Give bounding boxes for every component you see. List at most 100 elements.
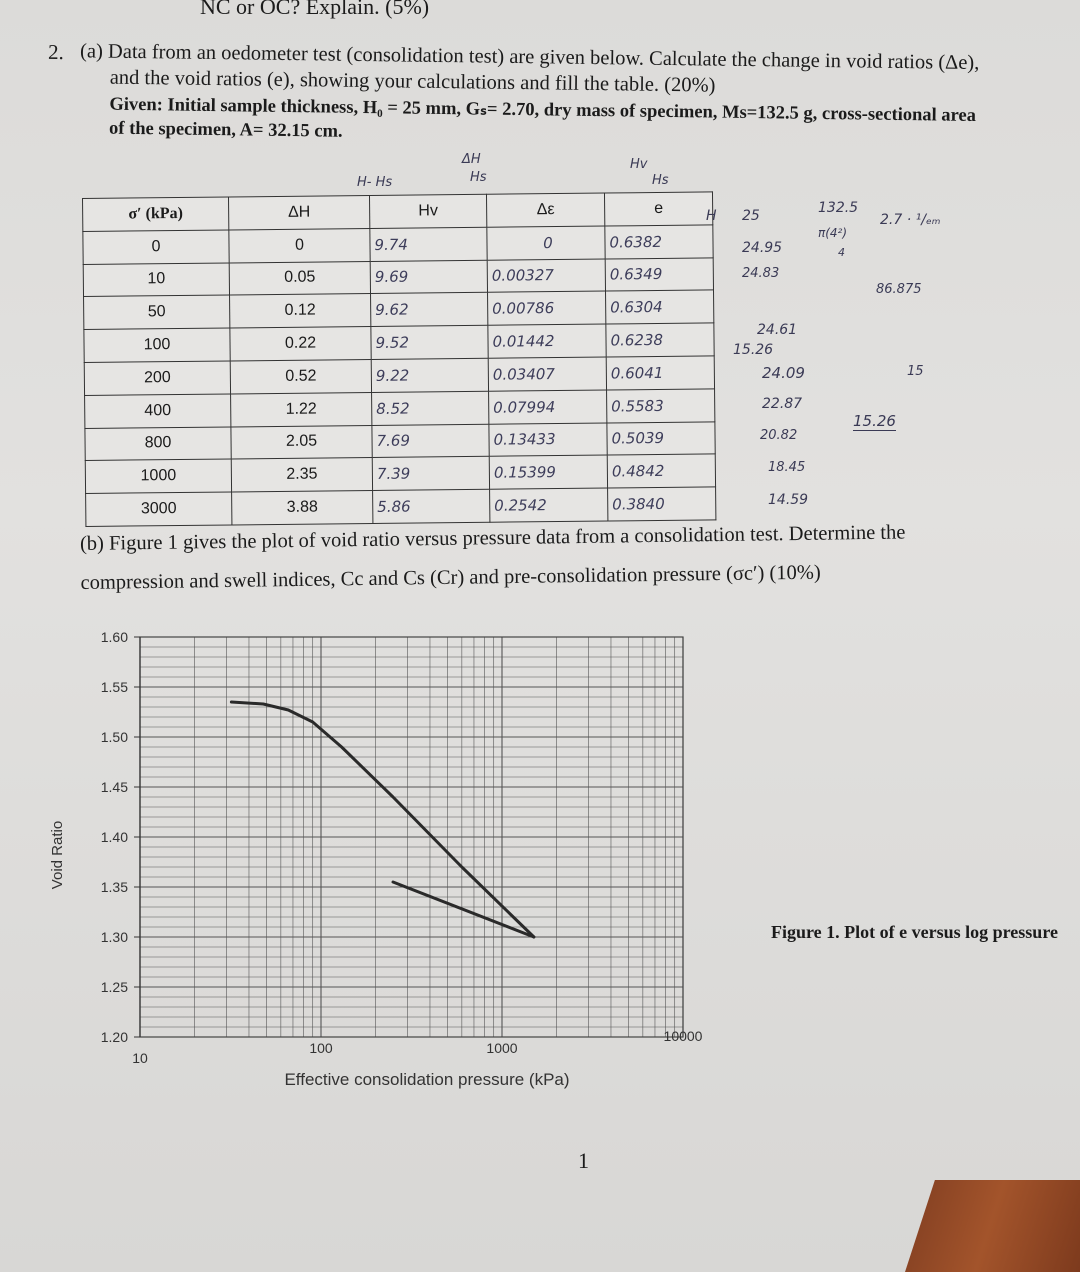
note-frac-mid: π(4²) [818, 226, 848, 240]
cell-stress: 50 [83, 295, 230, 330]
unloading-curve [391, 880, 536, 939]
cell-delta-h: 0.22 [229, 326, 372, 361]
cell-hv: 9.69 [370, 259, 488, 294]
cell-e: 0.6238 [605, 323, 715, 358]
note-18-45: 18.45 [768, 460, 806, 475]
chart-series [229, 700, 536, 939]
note-h-minus-hs: H- Hs [357, 175, 393, 190]
header-hv: Hv [369, 194, 487, 229]
cell-e: 0.6349 [605, 257, 714, 292]
oedometer-table: σ′ (kPa) ΔH Hv Δε e 0 0 9.74 0 0.6382 10 0.05… [82, 191, 717, 527]
cell-hv: 7.39 [372, 456, 490, 491]
header-fragment: NC or OC? Explain. (5%) [200, 0, 430, 19]
note-15-26: 15.26 [733, 342, 774, 358]
note-86-875: 86.875 [876, 282, 922, 297]
cell-hv: 9.22 [371, 358, 489, 393]
cell-delta-h: 0.05 [229, 261, 371, 296]
note-22-87: 22.87 [762, 396, 803, 412]
header-delta-e: Δε [486, 193, 605, 228]
loading-curve [229, 700, 536, 939]
note-24-61: 24.61 [757, 322, 798, 338]
cell-delta-e: 0.00786 [487, 291, 606, 326]
note-24-83: 24.83 [742, 266, 780, 281]
cell-delta-h: 0.12 [229, 293, 371, 329]
note-delta-h: ΔH [462, 152, 481, 167]
cell-hv: 9.52 [370, 325, 489, 360]
cell-delta-h: 0 [228, 228, 371, 263]
cell-delta-h: 3.88 [231, 490, 373, 525]
q2a-area: of the specimen, A= 32.15 cm. [108, 118, 343, 142]
cell-hv: 8.52 [371, 391, 489, 426]
y-tick-label: 1.40 [101, 829, 128, 845]
y-tick-label: 1.60 [101, 629, 128, 645]
note-24-95: 24.95 [742, 240, 783, 256]
cell-hv: 5.86 [372, 489, 490, 524]
note-frac-top: 132.5 [818, 200, 859, 216]
note-20-82: 20.82 [760, 428, 798, 443]
x-tick-label: 1000 [486, 1040, 517, 1056]
question-number: 2. [47, 39, 65, 65]
cell-delta-e: 0.07994 [488, 389, 607, 424]
cell-delta-h: 0.52 [230, 359, 372, 394]
cell-stress: 0 [82, 229, 230, 265]
x-tick-label: 10 [132, 1050, 148, 1066]
x-tick-label: 100 [309, 1040, 333, 1056]
note-24-09: 24.09 [762, 364, 805, 382]
table-row: 3000 3.88 5.86 0.2542 0.3840 [85, 487, 716, 527]
void-ratio-chart: 1.601.551.501.451.401.351.301.251.20 101… [49, 629, 703, 1089]
cell-e: 0.5039 [606, 421, 716, 456]
header-delta-h: ΔH [228, 195, 370, 230]
cell-e: 0.6304 [605, 290, 714, 325]
cell-delta-e: 0.13433 [488, 422, 608, 457]
cell-stress: 400 [84, 393, 231, 429]
y-tick-label: 1.30 [101, 929, 128, 945]
x-axis-label: Effective consolidation pressure (kPa) [284, 1070, 569, 1089]
cell-e: 0.6041 [606, 355, 715, 390]
cell-hv: 9.62 [370, 292, 488, 327]
cell-stress: 3000 [85, 492, 232, 527]
cell-stress: 200 [84, 360, 231, 396]
cell-stress: 10 [83, 262, 230, 297]
cell-stress: 1000 [85, 459, 232, 494]
y-axis-label: Void Ratio [49, 821, 66, 889]
wood-background [905, 1180, 1080, 1272]
y-tick-label: 1.20 [101, 1029, 128, 1045]
cell-e: 0.3840 [607, 487, 716, 521]
figure-caption: Figure 1. Plot of e versus log pressure [771, 922, 1058, 942]
cell-hv: 9.74 [369, 227, 488, 262]
note-hv: Hv [630, 157, 648, 172]
header-e: e [604, 191, 713, 226]
x-tick-labels: 10 100 1000 10000 [132, 1028, 702, 1066]
note-times: 2.7 · ¹/ₑₘ [880, 212, 941, 228]
header-stress: σ′ (kPa) [82, 196, 229, 232]
note-frac-bot: 4 [838, 246, 845, 259]
note-H: H [706, 208, 717, 224]
y-tick-label: 1.25 [101, 979, 128, 995]
chart-grid [139, 636, 684, 1038]
note-hs: Hs [470, 170, 487, 185]
cell-stress: 800 [84, 426, 232, 461]
cell-delta-e: 0 [486, 225, 606, 260]
note-15-26-b: 15.26 [853, 412, 896, 431]
y-tick-label: 1.45 [101, 779, 128, 795]
y-tick-labels: 1.60 1.55 1.50 1.45 1.40 1.35 1.30 1.25 1.20 [101, 629, 140, 1045]
cell-stress: 100 [83, 328, 231, 363]
cell-delta-e: 0.2542 [489, 488, 608, 523]
y-tick-label: 1.55 [101, 679, 128, 695]
y-tick-label: 1.50 [101, 729, 128, 745]
page-number: 1 [578, 1148, 589, 1173]
cell-e: 0.6382 [604, 224, 714, 259]
cell-delta-h: 2.35 [231, 457, 373, 493]
note-hs-2: Hs [652, 173, 669, 188]
cell-delta-e: 0.15399 [489, 455, 608, 490]
cell-delta-h: 2.05 [230, 425, 373, 460]
cell-e: 0.4842 [607, 454, 716, 489]
note-14-59: 14.59 [768, 492, 809, 508]
y-tick-label: 1.35 [101, 879, 128, 895]
cell-delta-e: 0.00327 [487, 258, 606, 293]
cell-delta-h: 1.22 [230, 392, 372, 427]
note-15: 15 [907, 364, 924, 379]
x-tick-label: 10000 [664, 1028, 703, 1044]
cell-delta-e: 0.01442 [487, 324, 607, 359]
cell-e: 0.5583 [606, 388, 715, 423]
